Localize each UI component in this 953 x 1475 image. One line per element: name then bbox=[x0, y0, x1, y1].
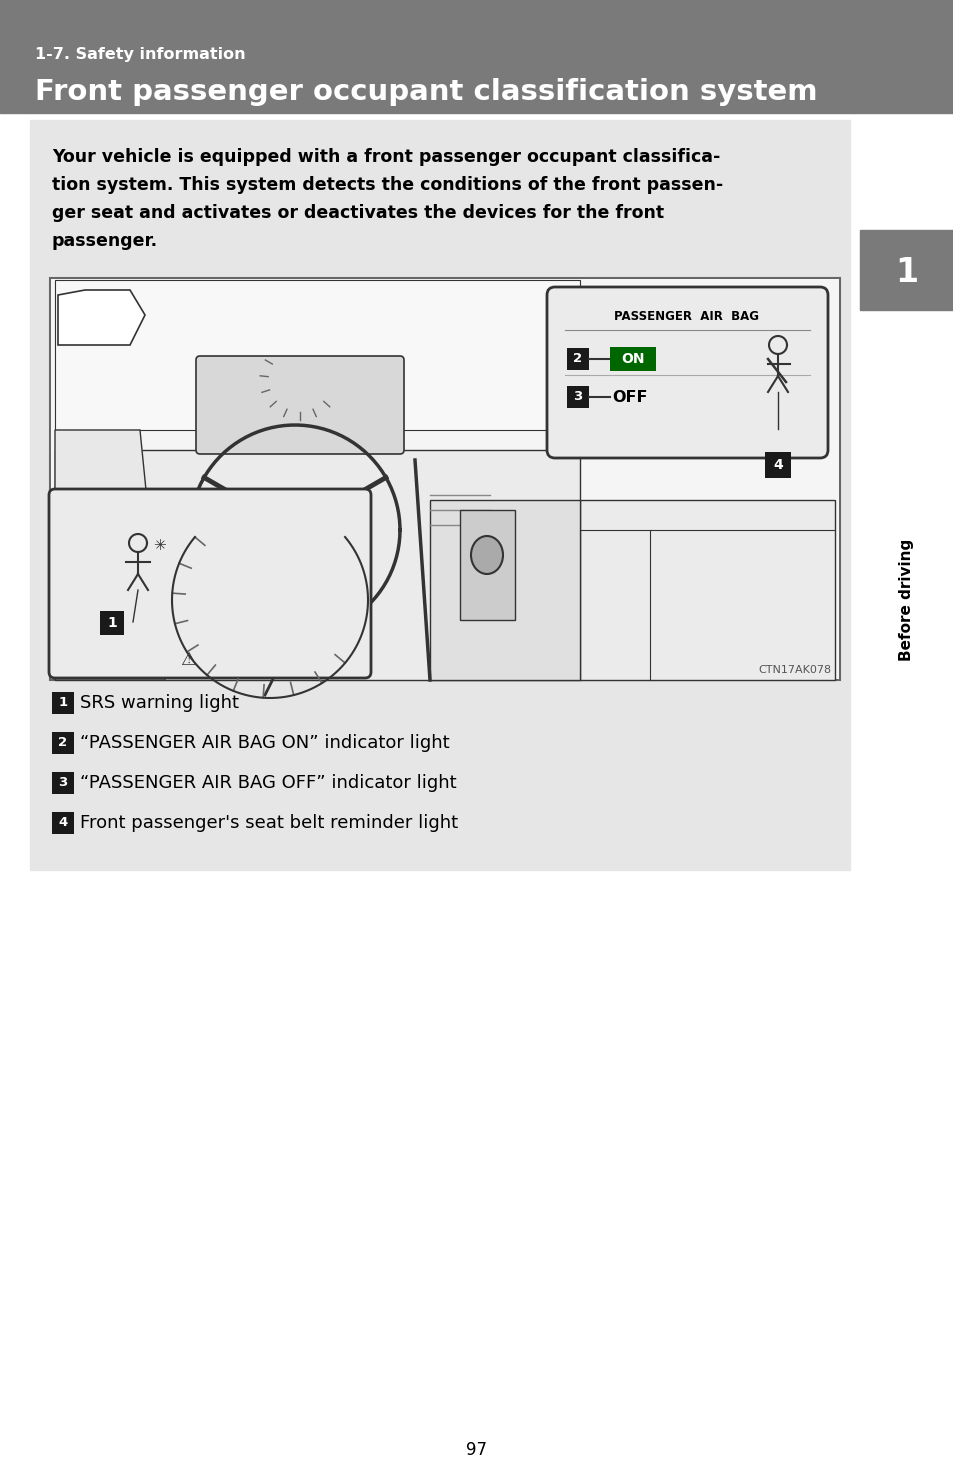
Text: 3: 3 bbox=[573, 391, 582, 404]
Bar bbox=[51, 279, 838, 678]
FancyBboxPatch shape bbox=[49, 490, 371, 678]
Text: Your vehicle is equipped with a front passenger occupant classifica-: Your vehicle is equipped with a front pa… bbox=[52, 148, 720, 167]
Ellipse shape bbox=[471, 535, 502, 574]
Text: 97: 97 bbox=[466, 1441, 487, 1459]
Text: 1-7. Safety information: 1-7. Safety information bbox=[35, 47, 245, 62]
Bar bbox=[55, 280, 579, 431]
Bar bbox=[0, 0, 953, 114]
Text: “PASSENGER AIR BAG ON” indicator light: “PASSENGER AIR BAG ON” indicator light bbox=[80, 735, 449, 752]
Bar bbox=[52, 692, 74, 714]
Bar bbox=[50, 277, 840, 680]
Text: ON: ON bbox=[620, 353, 644, 366]
FancyBboxPatch shape bbox=[546, 288, 827, 459]
Text: Before driving: Before driving bbox=[899, 538, 914, 661]
Bar bbox=[609, 347, 656, 372]
Text: Front passenger occupant classification system: Front passenger occupant classification … bbox=[35, 78, 817, 106]
Bar bbox=[52, 813, 74, 833]
Text: tion system. This system detects the conditions of the front passen-: tion system. This system detects the con… bbox=[52, 176, 722, 195]
Text: 4: 4 bbox=[58, 817, 68, 829]
Polygon shape bbox=[55, 431, 165, 680]
Text: CTN17AK078: CTN17AK078 bbox=[758, 665, 831, 676]
Text: 1: 1 bbox=[58, 696, 68, 709]
Text: 4: 4 bbox=[772, 459, 782, 472]
Polygon shape bbox=[256, 493, 333, 568]
Bar bbox=[764, 451, 790, 478]
Text: Front passenger's seat belt reminder light: Front passenger's seat belt reminder lig… bbox=[80, 814, 457, 832]
FancyBboxPatch shape bbox=[195, 355, 403, 454]
Bar bbox=[566, 348, 588, 370]
Bar bbox=[430, 500, 579, 680]
Bar bbox=[30, 119, 849, 870]
Text: PASSENGER  AIR  BAG: PASSENGER AIR BAG bbox=[614, 311, 759, 323]
Bar bbox=[100, 611, 124, 636]
Text: ger seat and activates or deactivates the devices for the front: ger seat and activates or deactivates th… bbox=[52, 204, 663, 223]
Text: SRS warning light: SRS warning light bbox=[80, 695, 239, 712]
Polygon shape bbox=[58, 291, 145, 345]
Text: 2: 2 bbox=[58, 736, 68, 749]
Bar bbox=[859, 230, 953, 310]
Bar bbox=[566, 386, 588, 409]
Text: 2: 2 bbox=[573, 353, 582, 366]
Text: 1: 1 bbox=[107, 617, 117, 630]
Bar bbox=[55, 450, 579, 680]
Text: 1: 1 bbox=[895, 255, 918, 289]
Text: “PASSENGER AIR BAG OFF” indicator light: “PASSENGER AIR BAG OFF” indicator light bbox=[80, 774, 456, 792]
Bar bbox=[579, 500, 834, 680]
Text: passenger.: passenger. bbox=[52, 232, 158, 249]
Text: ✳: ✳ bbox=[152, 537, 166, 553]
Bar bbox=[52, 732, 74, 754]
Bar bbox=[52, 771, 74, 794]
Text: ⚠: ⚠ bbox=[180, 650, 196, 670]
Text: OFF: OFF bbox=[612, 389, 647, 404]
Bar bbox=[459, 510, 515, 620]
Text: 3: 3 bbox=[58, 776, 68, 789]
